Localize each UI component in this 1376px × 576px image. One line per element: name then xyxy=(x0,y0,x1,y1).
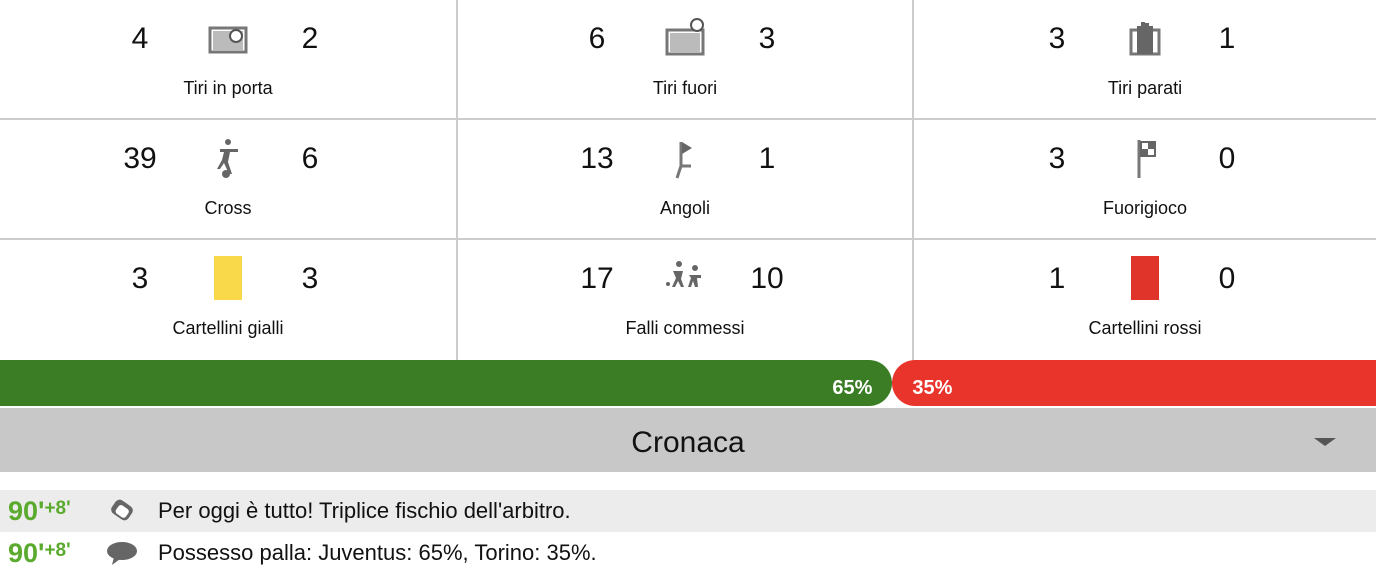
player-kick-icon xyxy=(206,136,250,180)
stat-label: Cartellini gialli xyxy=(172,318,284,338)
possession-away: 35% xyxy=(892,360,1376,406)
event-row-partial xyxy=(0,472,1376,490)
event-text: Possesso palla: Juventus: 65%, Torino: 3… xyxy=(158,540,597,565)
stat-home-value: 1 xyxy=(1048,262,1066,295)
stat-cross: 39 6 Cross xyxy=(0,120,458,240)
stat-away-value: 6 xyxy=(301,142,319,175)
foul-icon xyxy=(663,256,707,300)
stat-label: Falli commessi xyxy=(625,318,745,338)
stats-grid: 4 2 Tiri in porta 6 3 Tiri fuori 3 1 Tiri … xyxy=(0,0,1376,360)
cronaca-header[interactable]: Cronaca xyxy=(0,408,1376,472)
stat-falli-commessi: 17 10 Falli commessi xyxy=(458,240,914,360)
event-minute: 90' xyxy=(8,537,45,568)
red-card-icon xyxy=(1123,256,1167,300)
stat-home-value: 17 xyxy=(580,262,614,295)
stat-away-value: 1 xyxy=(758,142,776,175)
offside-flag-icon xyxy=(1123,136,1167,180)
corner-flag-icon xyxy=(663,136,707,180)
stat-home-value: 39 xyxy=(123,142,157,175)
event-row: 90'+8' Per oggi è tutto! Triplice fischi… xyxy=(0,490,1376,532)
chevron-down-icon[interactable] xyxy=(1314,438,1336,446)
stat-label: Cartellini rossi xyxy=(1088,318,1202,338)
possession-home: 65% xyxy=(0,360,893,406)
event-extra-time: +8' xyxy=(44,539,71,561)
stat-away-value: 0 xyxy=(1218,262,1236,295)
stat-home-value: 3 xyxy=(1048,22,1066,55)
stat-away-value: 3 xyxy=(758,22,776,55)
event-row: 90'+8' Possesso palla: Juventus: 65%, To… xyxy=(0,532,1376,574)
stat-away-value: 0 xyxy=(1218,142,1236,175)
stat-label: Tiri fuori xyxy=(652,78,718,98)
stat-away-value: 2 xyxy=(301,22,319,55)
goal-ball-icon xyxy=(206,16,250,60)
whistle-icon xyxy=(100,498,144,524)
stat-away-value: 10 xyxy=(750,262,784,295)
stat-tiri-fuori: 6 3 Tiri fuori xyxy=(458,0,914,120)
possession-bar: 65% 35% xyxy=(0,360,1376,406)
stat-label: Tiri in porta xyxy=(183,78,273,98)
goalkeeper-glove-icon xyxy=(1123,16,1167,60)
goal-ball-outside-icon xyxy=(663,16,707,60)
stat-home-value: 13 xyxy=(580,142,614,175)
yellow-card-icon xyxy=(206,256,250,300)
comment-icon xyxy=(100,540,144,566)
stat-angoli: 13 1 Angoli xyxy=(458,120,914,240)
stat-label: Angoli xyxy=(659,198,711,218)
event-text: Per oggi è tutto! Triplice fischio dell'… xyxy=(158,498,571,523)
stat-tiri-parati: 3 1 Tiri parati xyxy=(914,0,1376,120)
stat-label: Tiri parati xyxy=(1107,78,1183,98)
stat-fuorigioco: 3 0 Fuorigioco xyxy=(914,120,1376,240)
stat-label: Fuorigioco xyxy=(1102,198,1188,218)
stat-tiri-in-porta: 4 2 Tiri in porta xyxy=(0,0,458,120)
stat-away-value: 1 xyxy=(1218,22,1236,55)
stat-home-value: 4 xyxy=(131,22,149,55)
stat-home-value: 3 xyxy=(1048,142,1066,175)
stat-cartellini-rossi: 1 0 Cartellini rossi xyxy=(914,240,1376,360)
stat-away-value: 3 xyxy=(301,262,319,295)
event-extra-time: +8' xyxy=(44,497,71,519)
cronaca-title: Cronaca xyxy=(631,426,745,459)
stat-label: Cross xyxy=(204,198,252,218)
stat-home-value: 3 xyxy=(131,262,149,295)
stat-home-value: 6 xyxy=(588,22,606,55)
stat-cartellini-gialli: 3 3 Cartellini gialli xyxy=(0,240,458,360)
event-minute: 90' xyxy=(8,495,45,526)
